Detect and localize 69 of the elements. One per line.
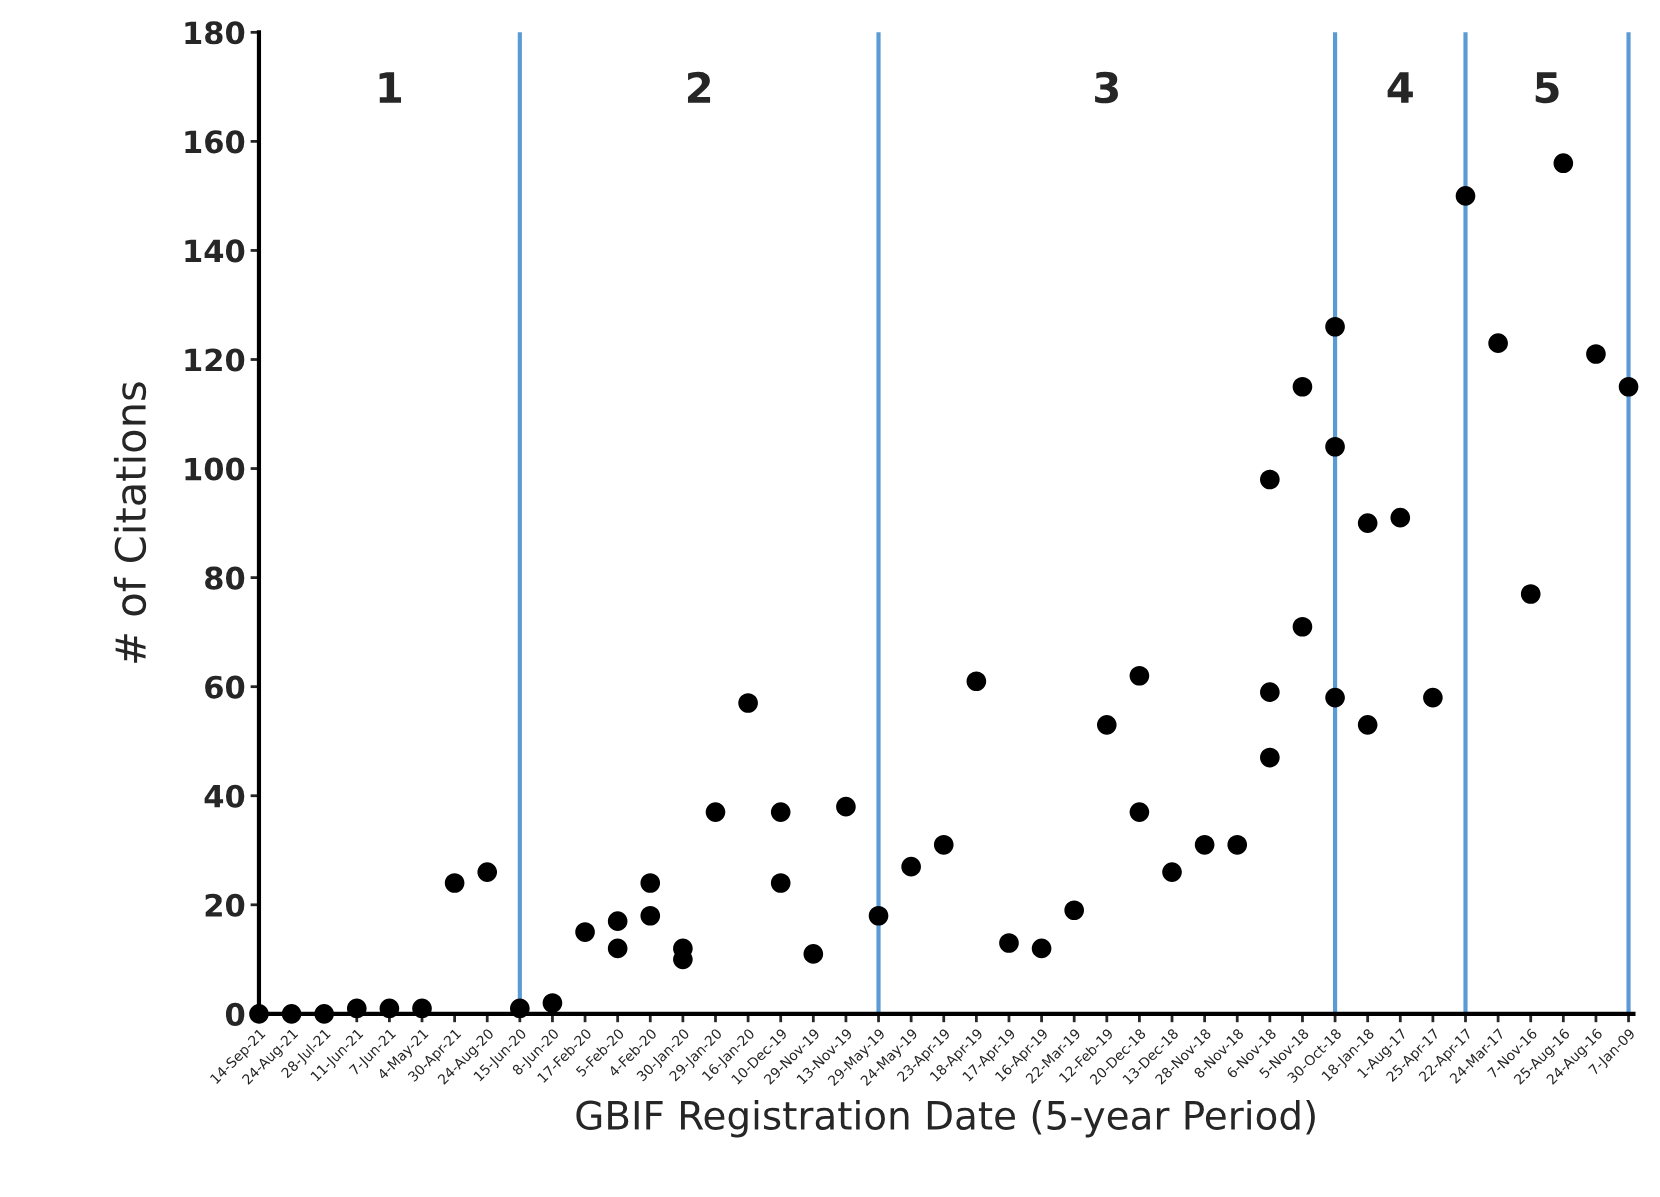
point: [770, 873, 791, 893]
point: [1325, 316, 1345, 337]
point: [1194, 835, 1215, 855]
point: [607, 938, 628, 959]
point: [1618, 376, 1639, 397]
point: [901, 856, 921, 877]
y-tick-label: 40: [204, 784, 245, 808]
y-axis-title: # of Citations: [113, 382, 147, 663]
point: [705, 802, 726, 822]
point: [1586, 344, 1606, 364]
point: [868, 905, 889, 926]
point: [1292, 616, 1313, 637]
y-tick-label: 80: [205, 566, 245, 590]
point: [640, 873, 661, 893]
point: [1129, 802, 1150, 822]
point: [575, 922, 595, 942]
point: [379, 998, 400, 1019]
y-tick-label: 60: [205, 675, 245, 699]
point: [1325, 687, 1345, 708]
point: [281, 1004, 302, 1024]
point: [1129, 665, 1150, 686]
point: [1553, 153, 1574, 174]
annotation: 3: [1095, 71, 1118, 104]
point: [314, 1004, 334, 1024]
point: [1260, 682, 1280, 702]
y-tick-label: 0: [225, 1002, 245, 1026]
point: [803, 944, 824, 964]
y-tick-label: 140: [185, 239, 245, 263]
point: [1260, 747, 1280, 768]
annotation: 5: [1535, 72, 1559, 104]
point: [1064, 900, 1085, 921]
point: [1357, 715, 1378, 735]
point: [1031, 938, 1052, 959]
point: [542, 993, 563, 1013]
y-tick-label: 160: [185, 130, 245, 154]
point: [412, 998, 432, 1019]
point: [346, 998, 367, 1019]
point: [640, 905, 661, 926]
point: [477, 862, 498, 882]
point: [1357, 513, 1378, 533]
y-tick-label: 20: [205, 893, 245, 917]
point: [1455, 186, 1476, 206]
point: [738, 693, 758, 713]
point: [933, 835, 954, 855]
point: [770, 802, 791, 822]
point: [1162, 862, 1182, 882]
point: [1488, 333, 1508, 353]
point: [249, 1004, 269, 1024]
point: [1520, 584, 1541, 604]
point: [1260, 469, 1280, 490]
point: [444, 873, 465, 893]
y-tick-label: 180: [185, 21, 245, 45]
y-tick-label: 120: [185, 348, 245, 372]
point: [836, 796, 856, 817]
y-tick-label: 100: [185, 457, 245, 481]
annotation: 4: [1387, 72, 1413, 103]
point: [1325, 436, 1345, 457]
point: [999, 933, 1019, 953]
point: [510, 998, 530, 1019]
point: [607, 911, 628, 931]
point: [1423, 687, 1443, 708]
point: [1096, 715, 1117, 735]
annotation: 1: [379, 72, 402, 103]
point: [1390, 507, 1411, 528]
point: [966, 671, 987, 692]
x-axis-title: GBIF Registration Date (5-year Period): [576, 1099, 1315, 1138]
annotation: 2: [687, 71, 711, 103]
point: [1227, 835, 1248, 855]
point: [1292, 376, 1313, 397]
